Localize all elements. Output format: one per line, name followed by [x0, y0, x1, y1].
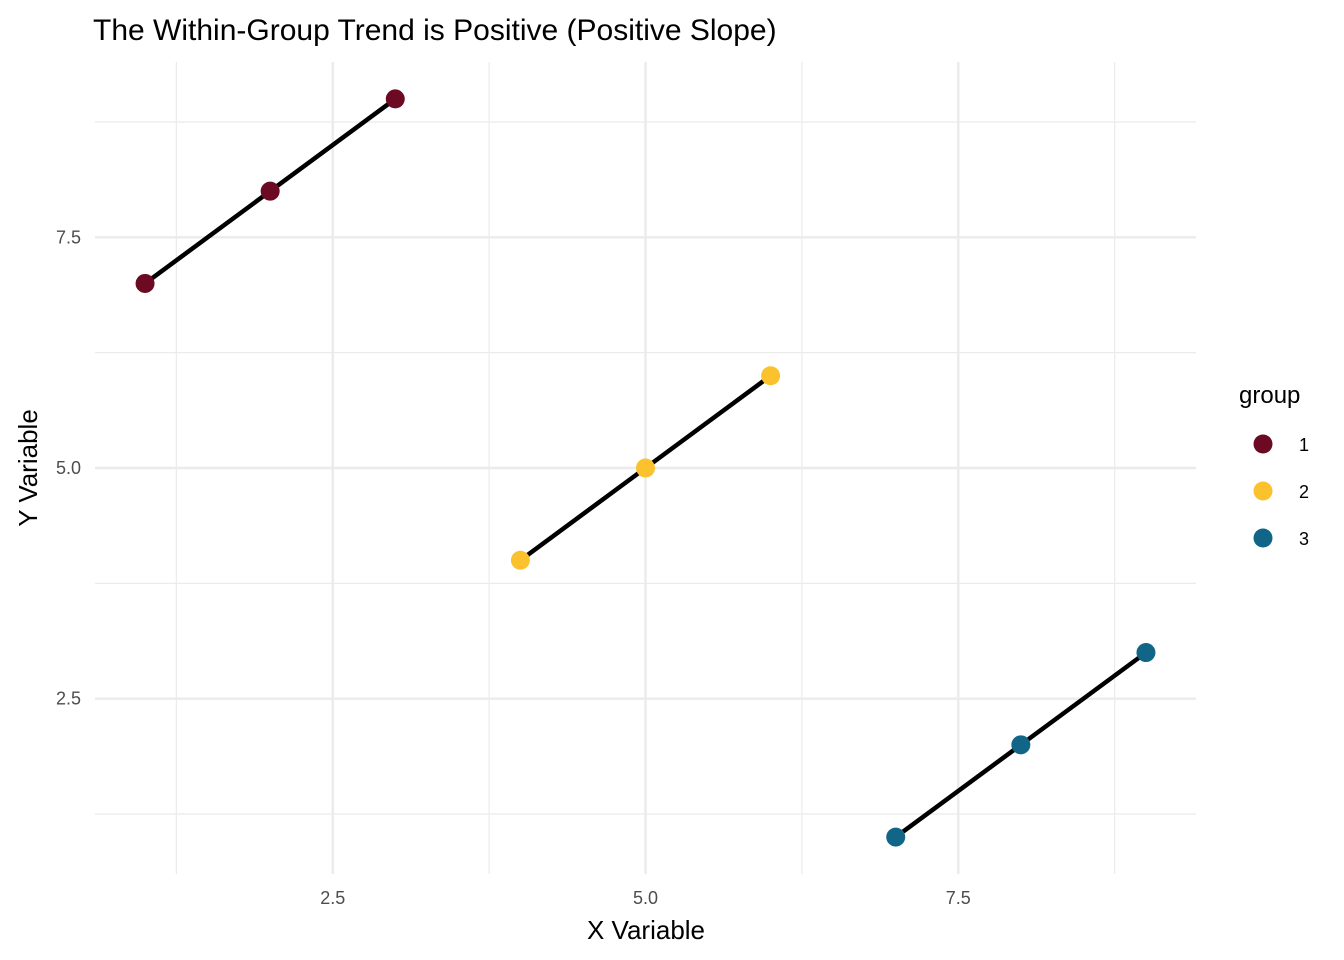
- x-tick-label: 7.5: [946, 888, 971, 908]
- y-tick-label: 7.5: [56, 227, 81, 247]
- y-tick-label: 5.0: [56, 458, 81, 478]
- y-tick-label: 2.5: [56, 689, 81, 709]
- legend-key-2: [1253, 481, 1273, 501]
- x-tick-label: 2.5: [320, 888, 345, 908]
- legend-title: group: [1239, 382, 1300, 409]
- x-tick-label: 5.0: [633, 888, 658, 908]
- legend-label-1: 1: [1299, 435, 1309, 455]
- point-group-2: [636, 458, 655, 478]
- point-group-2: [761, 366, 781, 386]
- y-axis-title: Y Variable: [13, 409, 43, 527]
- point-group-3: [1011, 735, 1031, 755]
- legend-key-3: [1253, 528, 1273, 548]
- legend: group 1 2 3: [1239, 382, 1309, 549]
- point-group-1: [385, 89, 405, 109]
- point-group-1: [135, 273, 155, 293]
- legend-key-1: [1253, 434, 1273, 454]
- point-group-3: [1136, 643, 1156, 663]
- x-axis-title: X Variable: [587, 915, 705, 945]
- tick-labels: 2.5 5.0 7.5 2.5 5.0 7.5: [56, 227, 971, 908]
- point-group-2: [510, 550, 530, 570]
- legend-label-2: 2: [1299, 482, 1309, 502]
- points: [135, 89, 1156, 847]
- chart-title: The Within-Group Trend is Positive (Posi…: [93, 14, 777, 47]
- point-group-1: [260, 181, 280, 201]
- point-group-3: [886, 827, 906, 847]
- legend-label-3: 3: [1299, 529, 1309, 549]
